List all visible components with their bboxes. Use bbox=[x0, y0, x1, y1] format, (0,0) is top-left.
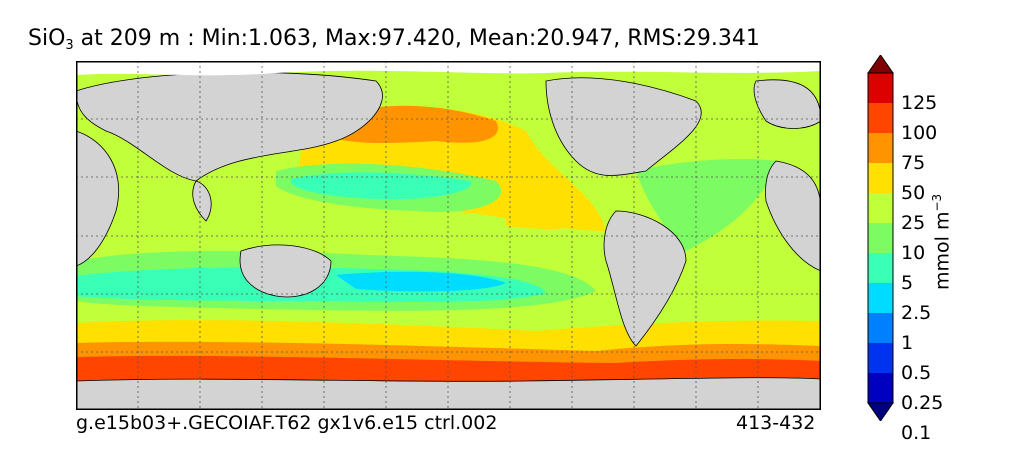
india-land bbox=[192, 180, 212, 222]
map-border bbox=[76, 61, 821, 410]
colorbar-tick-label: 125 bbox=[901, 92, 938, 114]
colorbar-extend-max bbox=[867, 55, 894, 74]
colorbar-swatch bbox=[868, 373, 893, 404]
colorbar-tick-label: 75 bbox=[901, 152, 926, 174]
ocean-silicate-map bbox=[76, 61, 821, 410]
colorbar-tick-label: 100 bbox=[901, 122, 938, 144]
atlantic-5-band bbox=[636, 159, 776, 251]
graticule bbox=[76, 61, 821, 410]
colorbar-swatch bbox=[868, 283, 893, 314]
run-label: g.e15b03+.GECOIAF.T62 gx1v6.e15 ctrl.002 bbox=[76, 412, 498, 434]
colorbar-tick-label: 2.5 bbox=[901, 302, 932, 324]
colorbar-swatch bbox=[868, 253, 893, 284]
years-label: 413-432 bbox=[736, 412, 816, 434]
colorbar-extend-min bbox=[867, 402, 894, 421]
africa-east-land bbox=[765, 160, 821, 272]
colorbar-swatch bbox=[868, 313, 893, 344]
colorbar-swatch bbox=[868, 73, 893, 104]
colorbar-swatch bbox=[868, 163, 893, 194]
colorbar-swatch bbox=[868, 223, 893, 254]
colorbar-tick-label: 5 bbox=[901, 272, 914, 294]
south-america-land bbox=[603, 210, 687, 347]
land-masses bbox=[76, 71, 821, 410]
north-america-land bbox=[545, 77, 702, 176]
colorbar-tick-label: 50 bbox=[901, 182, 926, 204]
colorbar-tick-label: 25 bbox=[901, 212, 926, 234]
colorbar bbox=[867, 55, 894, 421]
spacific-1-band bbox=[336, 271, 506, 292]
colorbar-tick-label: 0.25 bbox=[901, 392, 944, 414]
trop-pacific-2.5-band bbox=[291, 172, 472, 200]
colorbar-border bbox=[867, 72, 894, 404]
europe-land bbox=[753, 79, 821, 129]
colorbar-swatch bbox=[868, 343, 893, 374]
eq-pacific-25-band bbox=[506, 190, 596, 229]
colorbar-swatch bbox=[868, 193, 893, 224]
australia-land bbox=[239, 244, 332, 298]
colorbar-tick-label: 10 bbox=[901, 242, 926, 264]
colorbar-swatch bbox=[868, 133, 893, 164]
colorbar-tick-label: 0.1 bbox=[901, 422, 932, 444]
colorbar-tick-label: 1 bbox=[901, 332, 914, 354]
antarctica-land bbox=[76, 377, 821, 410]
map-title: SiO3 at 209 m : Min:1.063, Max:97.420, M… bbox=[28, 26, 760, 53]
colorbar-unit: mmol m−3 bbox=[930, 193, 954, 290]
colorbar-swatch bbox=[868, 103, 893, 134]
africa-land bbox=[76, 130, 119, 267]
colorbar-tick-label: 0.5 bbox=[901, 362, 932, 384]
